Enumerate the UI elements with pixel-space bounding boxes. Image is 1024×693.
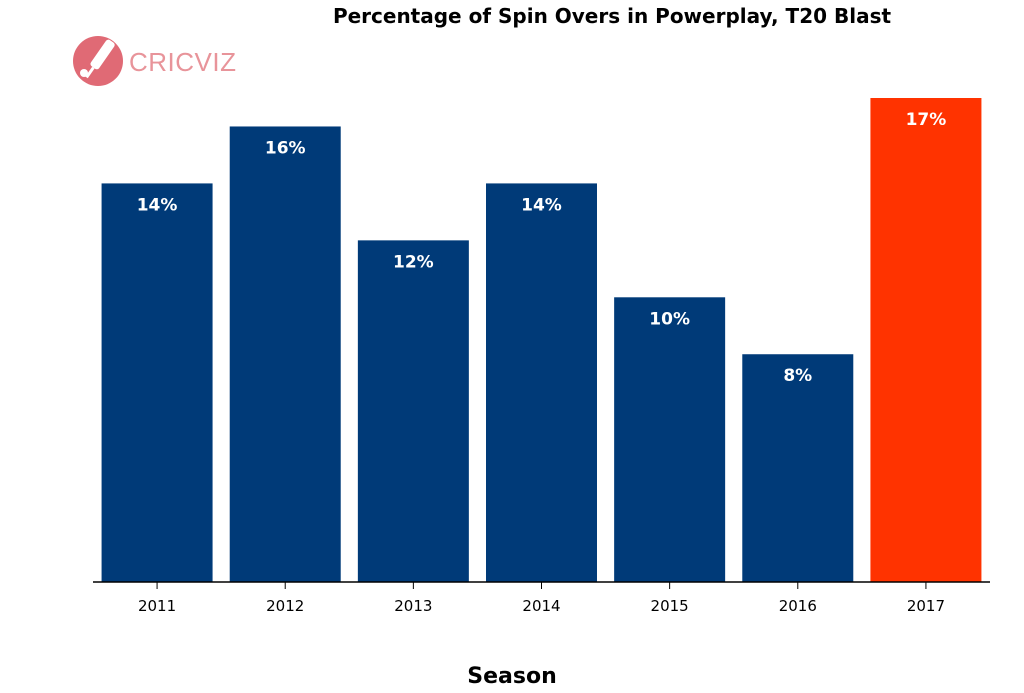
bar-2013 — [357, 240, 469, 582]
bar-2015 — [614, 297, 726, 582]
bar-2014 — [486, 183, 597, 583]
x-tick-label-2017: 2017 — [907, 597, 945, 615]
data-label-2012: 16% — [265, 138, 306, 158]
cricviz-logo: CRICVIZ — [72, 33, 236, 89]
data-label-2011: 14% — [137, 195, 178, 215]
data-label-2013: 12% — [393, 252, 434, 272]
x-tick-label-2014: 2014 — [522, 597, 560, 615]
data-label-2015: 10% — [649, 309, 690, 329]
cricviz-wordmark: CRICVIZ — [129, 47, 237, 77]
x-axis-title: Season — [467, 664, 557, 689]
bar-2016 — [742, 354, 854, 582]
data-label-2014: 14% — [521, 195, 562, 215]
data-label-2016: 8% — [783, 366, 812, 386]
x-tick-label-2011: 2011 — [138, 597, 176, 615]
bar-2017 — [870, 98, 982, 582]
x-tick-label-2016: 2016 — [779, 597, 817, 615]
cricket-bat-and-ball-icon — [73, 36, 123, 86]
x-tick-label-2013: 2013 — [394, 597, 432, 615]
bar-2011 — [101, 183, 213, 583]
x-tick-label-2012: 2012 — [266, 597, 304, 615]
chart-title: Percentage of Spin Overs in Powerplay, T… — [332, 4, 892, 28]
bar-2012 — [229, 126, 341, 583]
x-tick-label-2015: 2015 — [651, 597, 689, 615]
data-label-2017: 17% — [906, 110, 947, 130]
